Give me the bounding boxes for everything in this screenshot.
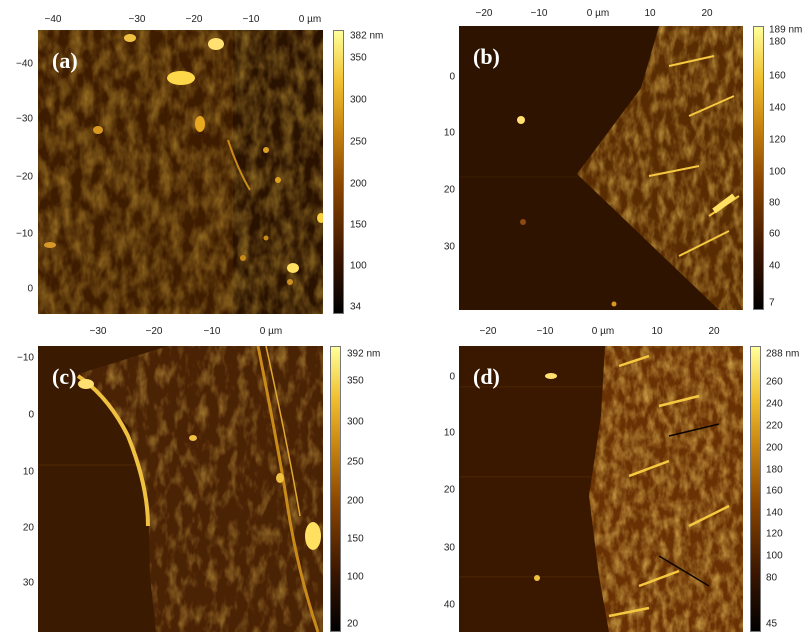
colorbar-tick: 120 — [769, 134, 786, 146]
colorbar-tick: 150 — [347, 533, 364, 545]
colorbar-tick: 120 — [766, 528, 783, 540]
y-tick: −20 — [16, 171, 33, 183]
y-tick: −30 — [16, 113, 33, 125]
y-tick: 0 — [28, 409, 34, 421]
y-tick: 40 — [443, 599, 455, 611]
colorbar-tick: 100 — [350, 260, 367, 272]
x-tick: −40 — [44, 14, 62, 25]
y-tick: 0 — [449, 71, 455, 83]
colorbar-tick: 20 — [347, 618, 359, 630]
x-tick: −10 — [536, 326, 554, 337]
colorbar-tick: 40 — [769, 260, 781, 272]
x-tick: 0 µm — [298, 14, 322, 25]
colorbar-tick: 350 — [347, 375, 364, 387]
y-tick: 10 — [443, 127, 455, 139]
x-tick: −10 — [203, 326, 221, 337]
colorbar-tick: 34 — [350, 301, 362, 313]
colorbar-tick: 180 — [769, 36, 786, 48]
panel-c: −30 −20 −10 0 µm −10 0 10 20 30 — [0, 318, 400, 634]
colorbar-tick: 250 — [347, 456, 364, 468]
x-tick: −10 — [242, 14, 260, 25]
colorbar — [333, 30, 344, 314]
colorbar-tick: 200 — [766, 442, 783, 454]
colorbar-tick: 288 nm — [766, 348, 800, 360]
colorbar-tick: 392 nm — [347, 348, 381, 360]
colorbar-tick: 160 — [769, 70, 786, 82]
x-tick: −10 — [530, 8, 548, 19]
x-tick: 20 — [701, 8, 713, 19]
y-tick: 0 — [27, 283, 33, 295]
x-tick: 0 µm — [259, 326, 283, 337]
y-tick: 10 — [443, 427, 455, 439]
y-tick: 30 — [22, 577, 34, 589]
colorbar-tick: 200 — [347, 495, 364, 507]
colorbar-tick: 80 — [766, 572, 778, 584]
x-tick: −20 — [475, 8, 493, 19]
colorbar-tick: 140 — [769, 102, 786, 114]
x-tick: 10 — [644, 8, 656, 19]
x-tick: −30 — [89, 326, 107, 337]
colorbar-tick: 140 — [766, 507, 783, 519]
colorbar-tick: 7 — [769, 297, 775, 309]
colorbar — [753, 26, 764, 310]
colorbar-tick: 60 — [769, 228, 781, 240]
afm-image-a: (a) — [38, 30, 323, 314]
colorbar-tick: 250 — [350, 136, 367, 148]
colorbar-tick: 350 — [350, 52, 367, 64]
y-tick: −40 — [16, 58, 33, 70]
colorbar-tick: 100 — [769, 166, 786, 178]
colorbar-tick: 300 — [347, 416, 364, 428]
panel-letter: (a) — [52, 48, 78, 73]
afm-image-c: (c) — [38, 346, 323, 632]
y-tick: 0 — [449, 371, 455, 383]
colorbar-tick: 160 — [766, 485, 783, 497]
panel-b: −20 −10 0 µm 10 20 0 10 20 30 — [405, 0, 807, 316]
afm-image-b: (b) — [459, 26, 743, 310]
panel-letter: (b) — [473, 44, 500, 69]
y-tick: 30 — [443, 241, 455, 253]
y-tick: 20 — [443, 484, 455, 496]
colorbar-tick: 240 — [766, 398, 783, 410]
y-tick: −10 — [16, 228, 33, 240]
colorbar-tick: 100 — [347, 571, 364, 583]
colorbar-tick: 260 — [766, 376, 783, 388]
y-tick: −10 — [17, 352, 34, 364]
x-tick: 0 µm — [586, 8, 610, 19]
colorbar-tick: 200 — [350, 178, 367, 190]
colorbar-tick: 150 — [350, 219, 367, 231]
y-tick: 30 — [443, 542, 455, 554]
y-tick: 20 — [22, 522, 34, 534]
colorbar — [750, 346, 761, 632]
colorbar-tick: 300 — [350, 94, 367, 106]
x-tick: 0 µm — [591, 326, 615, 337]
colorbar-tick: 80 — [769, 197, 781, 209]
colorbar-tick: 189 nm — [769, 24, 803, 36]
x-tick: −20 — [145, 326, 163, 337]
colorbar-tick: 382 nm — [350, 30, 384, 42]
colorbar-tick: 100 — [766, 550, 783, 562]
panel-letter: (d) — [473, 364, 500, 389]
x-tick: −20 — [185, 14, 203, 25]
panel-letter: (c) — [52, 364, 77, 389]
panel-d: −20 −10 0 µm 10 20 0 10 20 30 40 — [405, 318, 807, 634]
x-tick: −20 — [479, 326, 497, 337]
x-tick: 20 — [708, 326, 720, 337]
afm-image-d: (d) — [459, 346, 743, 632]
colorbar-tick: 220 — [766, 420, 783, 432]
colorbar-tick: 45 — [766, 618, 778, 630]
colorbar-tick: 180 — [766, 464, 783, 476]
y-tick: 20 — [443, 184, 455, 196]
x-tick: 10 — [651, 326, 663, 337]
panel-a: −40 −30 −20 −10 0 µm −40 −30 −20 −10 0 — [0, 0, 400, 316]
y-tick: 10 — [22, 466, 34, 478]
x-tick: −30 — [128, 14, 146, 25]
colorbar — [330, 346, 341, 632]
